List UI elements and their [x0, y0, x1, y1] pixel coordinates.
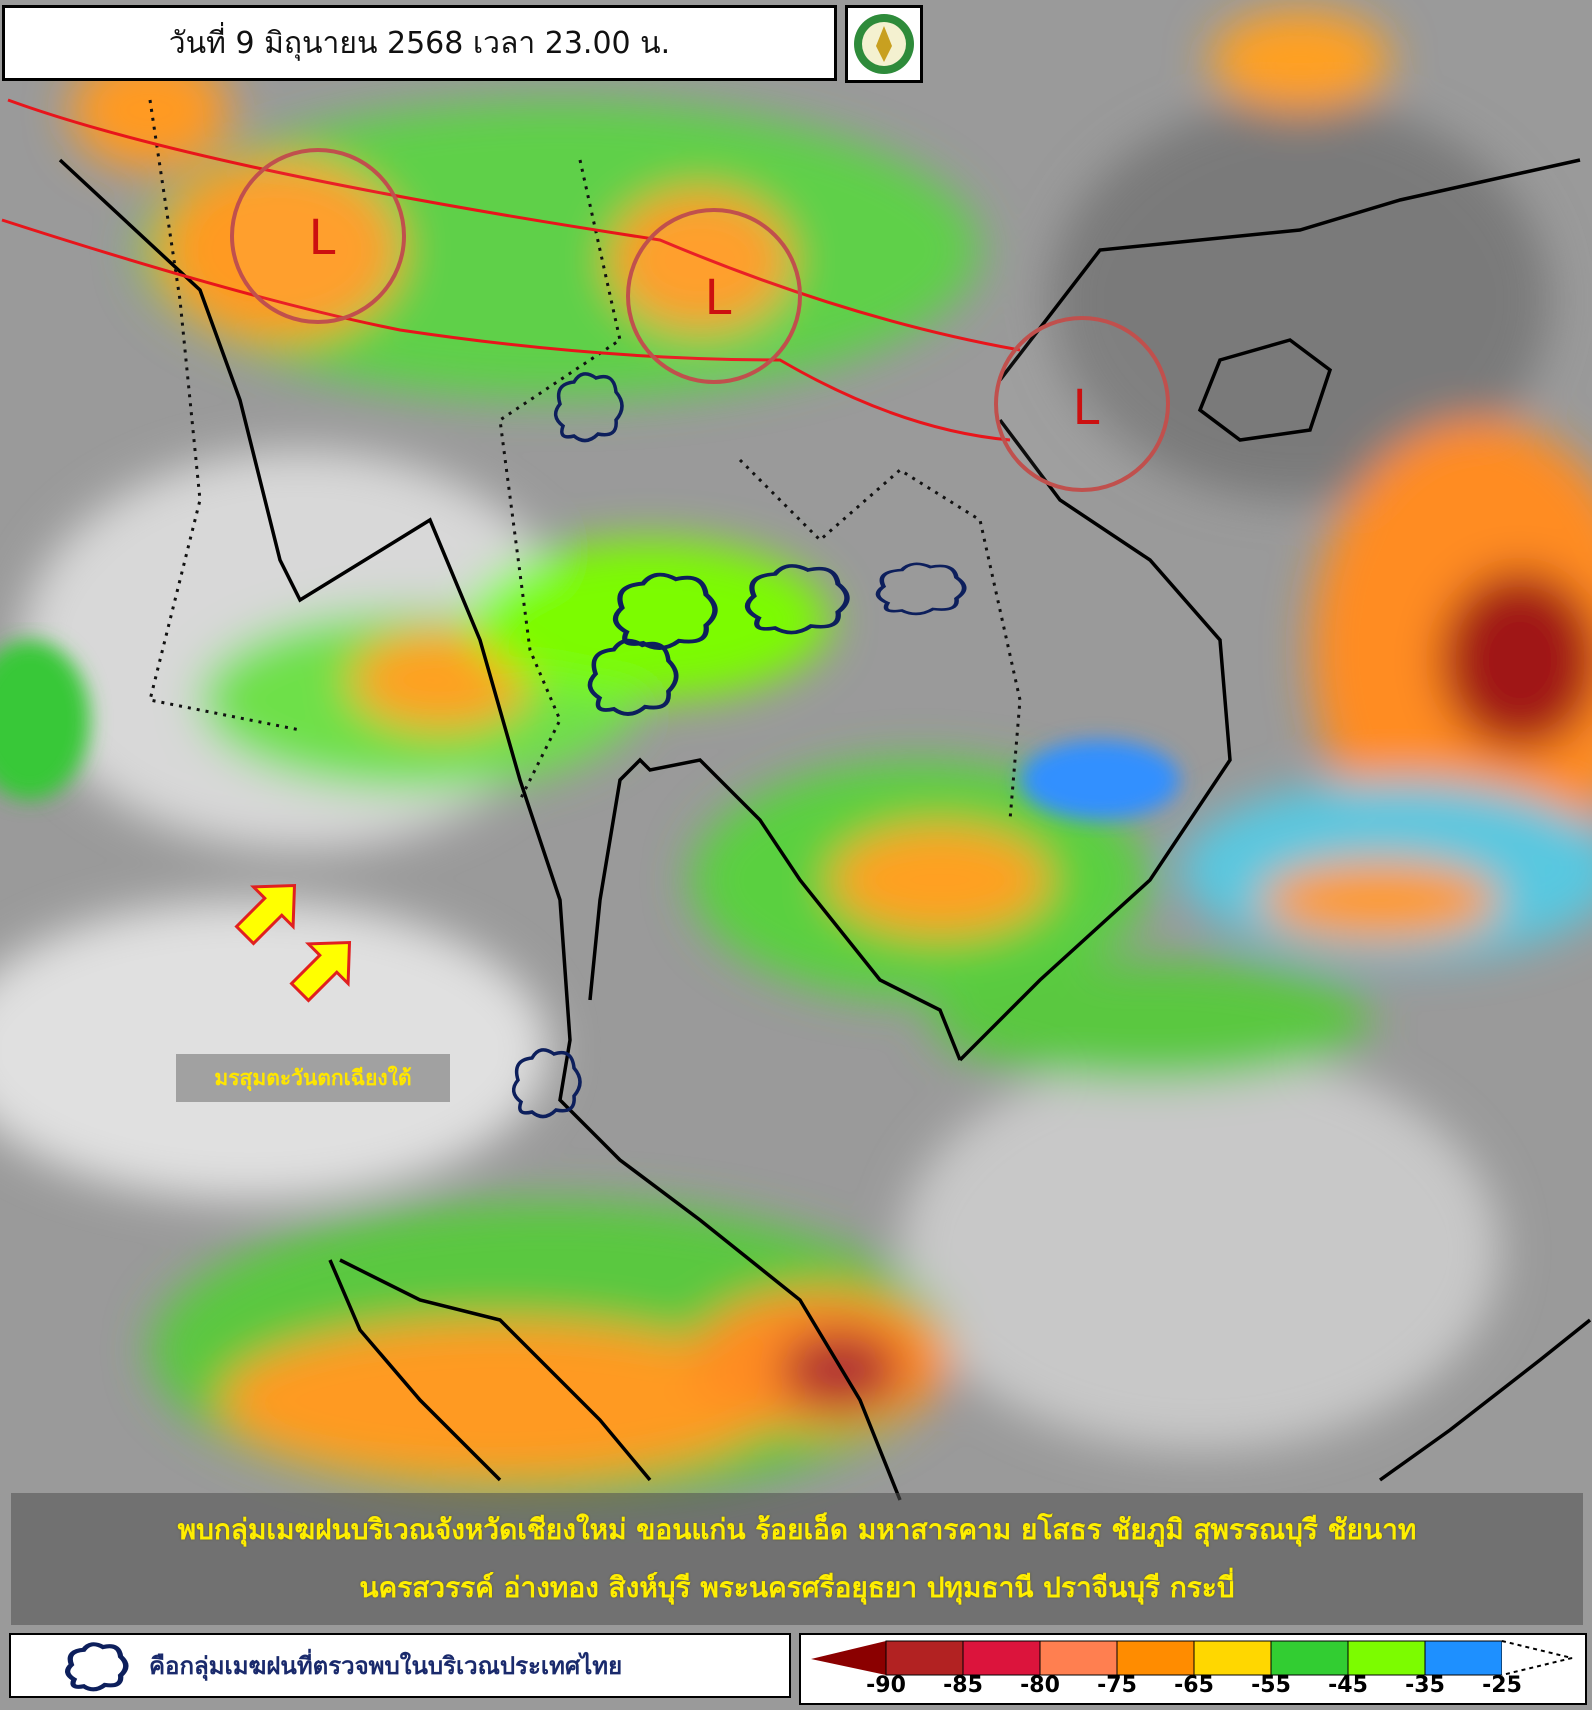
- scale-swatch: [1270, 1640, 1349, 1676]
- wind-arrow-icon: [289, 940, 352, 1003]
- cloud-imagery: [0, 10, 1592, 1500]
- scale-swatch: [962, 1640, 1041, 1676]
- low-pressure-label: L: [309, 210, 336, 266]
- rain-cloud-markers: [511, 372, 967, 1119]
- scale-swatch: [1039, 1640, 1118, 1676]
- cloud-icon: [65, 1641, 129, 1691]
- cloud-legend-label: คือกลุ่มเมฆฝนที่ตรวจพบในบริเวณประเทศไทย: [149, 1652, 623, 1680]
- page-title: วันที่ 9 มิถุนายน 2568 เวลา 23.00 น.: [2, 5, 837, 81]
- rain-summary: พบกลุ่มเมฆฝนบริเวณจังหวัดเชียงใหม่ ขอนแก…: [11, 1493, 1583, 1625]
- cloud-icon: [744, 564, 850, 635]
- scale-swatch: [1501, 1640, 1573, 1676]
- monsoon-arrows: [234, 883, 352, 1003]
- department-logo: [845, 5, 923, 83]
- scale-label: -85: [943, 1673, 983, 1698]
- scale-swatch: [1193, 1640, 1272, 1676]
- cloud-icon: [875, 562, 967, 616]
- color-scale-bar: [811, 1640, 1573, 1676]
- cloud-icon: [612, 572, 718, 650]
- low-pressure-label: L: [705, 270, 732, 326]
- scale-label: -65: [1174, 1673, 1214, 1698]
- summary-line-2: นครสวรรค์ อ่างทอง สิงห์บุรี พระนครศรีอยุ…: [359, 1571, 1235, 1604]
- low-pressure-label: L: [1073, 380, 1100, 436]
- cloud-icon: [587, 638, 679, 716]
- summary-line-1: พบกลุ่มเมฆฝนบริเวณจังหวัดเชียงใหม่ ขอนแก…: [177, 1513, 1417, 1546]
- trough-lines: [1, 98, 1021, 442]
- scale-label: -75: [1097, 1673, 1137, 1698]
- scale-swatch: [885, 1640, 964, 1676]
- scale-label: -55: [1251, 1673, 1291, 1698]
- scale-label: -45: [1328, 1673, 1368, 1698]
- logo-emblem-icon: [854, 14, 914, 74]
- scale-label: -35: [1405, 1673, 1445, 1698]
- coastlines: [58, 158, 1592, 1501]
- scale-label: -90: [866, 1673, 906, 1698]
- cloud-icon: [511, 1048, 582, 1119]
- scale-swatch: [1347, 1640, 1426, 1676]
- low-pressure-markers: [230, 148, 1170, 492]
- wind-arrow-icon: [234, 883, 297, 946]
- scale-label: -25: [1482, 1673, 1522, 1698]
- monsoon-label: มรสุมตะวันตกเฉียงใต้: [176, 1054, 450, 1102]
- border-lines: [148, 99, 1022, 821]
- scale-swatch: [811, 1641, 886, 1675]
- cloud-legend: คือกลุ่มเมฆฝนที่ตรวจพบในบริเวณประเทศไทย: [9, 1633, 791, 1698]
- scale-swatch: [1424, 1640, 1503, 1676]
- scale-swatch: [1116, 1640, 1195, 1676]
- temperature-scale: -90 -85 -80 -75 -65 -55 -45 -35 -25: [799, 1633, 1587, 1705]
- scale-label: -80: [1020, 1673, 1060, 1698]
- cloud-icon: [553, 372, 624, 443]
